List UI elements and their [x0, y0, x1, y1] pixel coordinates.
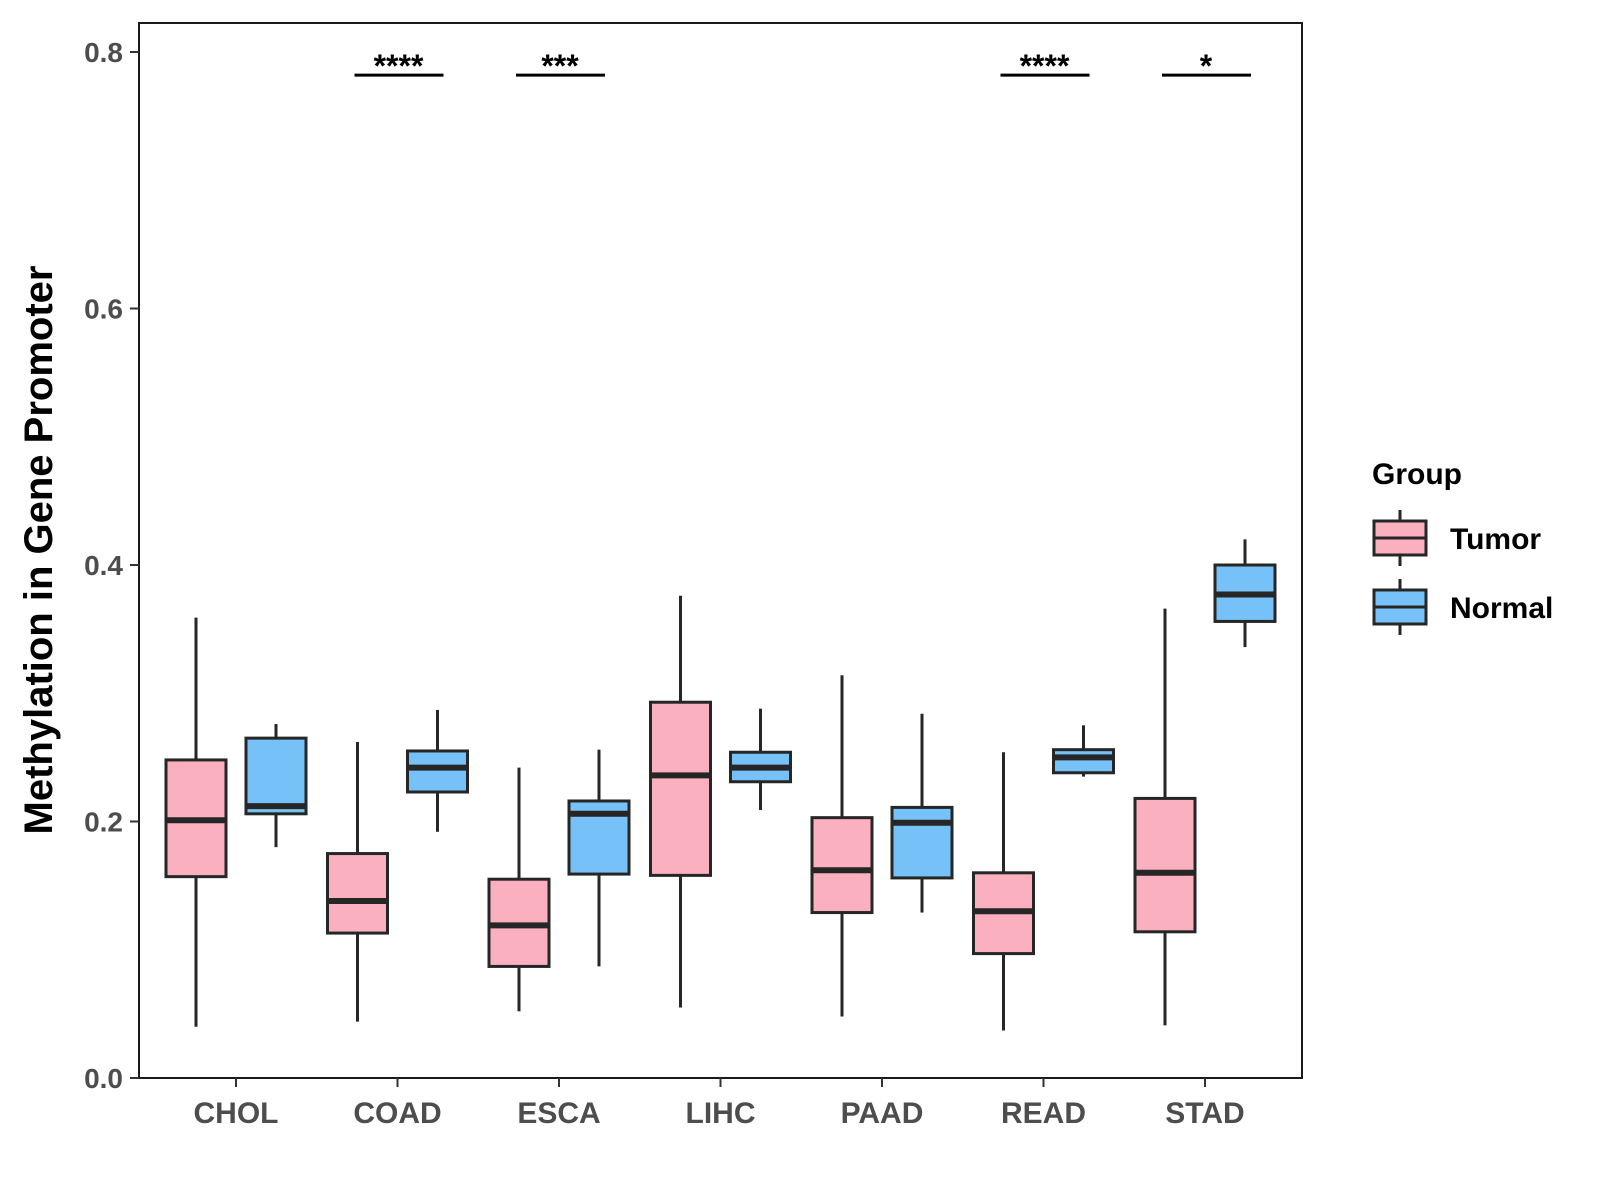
box-body: [326, 852, 389, 935]
x-tick-label: READ: [1001, 1097, 1086, 1130]
x-tick-label: ESCA: [517, 1097, 600, 1130]
plot-layer: **** *** **** *: [164, 48, 1277, 1031]
box-normal-esca: [567, 749, 631, 967]
legend-label-tumor: Tumor: [1450, 523, 1541, 556]
legend-key-tumor: [1372, 510, 1428, 566]
y-tick-label: 0.0: [84, 1063, 123, 1094]
box-tumor-lihc: [649, 595, 712, 1008]
box-tumor-stad: [1133, 608, 1197, 1026]
box-tumor-read: [972, 752, 1035, 1031]
box-normal-chol: [244, 724, 308, 848]
x-tick-label: STAD: [1165, 1097, 1244, 1130]
significance-label: ****: [1020, 48, 1070, 84]
box-normal-stad: [1213, 539, 1277, 648]
box-body: [1052, 748, 1115, 775]
x-tick-label: LIHC: [686, 1097, 756, 1130]
y-axis-title: Methylation in Gene Promoter: [17, 266, 61, 835]
legend-key-normal: [1372, 579, 1428, 635]
box-normal-read: [1052, 725, 1115, 777]
legend-label-normal: Normal: [1450, 592, 1553, 625]
panel-background: [139, 23, 1302, 1078]
box-normal-lihc: [729, 708, 792, 810]
significance-label: ****: [374, 48, 424, 84]
box-tumor-chol: [164, 617, 228, 1027]
box-body: [890, 805, 954, 880]
legend: Group Tumor Normal: [1372, 458, 1553, 635]
box-tumor-esca: [487, 767, 551, 1012]
box-body: [1133, 796, 1197, 934]
x-tick-label: COAD: [353, 1097, 441, 1130]
box-body: [810, 816, 874, 915]
y-tick-label: 0.2: [84, 807, 123, 838]
box-body: [406, 749, 469, 794]
box-tumor-paad: [810, 675, 874, 1017]
box-body: [244, 736, 308, 816]
x-tick-label: CHOL: [194, 1097, 279, 1130]
box-body: [649, 700, 712, 877]
significance-label: *: [1200, 48, 1213, 84]
box-normal-paad: [890, 713, 954, 913]
y-tick-label: 0.6: [84, 294, 123, 325]
significance-label: ***: [541, 48, 579, 84]
box-normal-coad: [406, 709, 469, 832]
box-tumor-coad: [326, 741, 389, 1022]
axis-layer: 0.0 0.2 0.4 0.6 0.8 CHOL COAD ESCA LIHC PAAD READ S…: [84, 37, 1245, 1130]
x-tick-label: PAAD: [841, 1097, 924, 1130]
legend-title: Group: [1372, 458, 1462, 491]
y-tick-label: 0.8: [84, 37, 123, 68]
y-tick-label: 0.4: [84, 550, 123, 581]
